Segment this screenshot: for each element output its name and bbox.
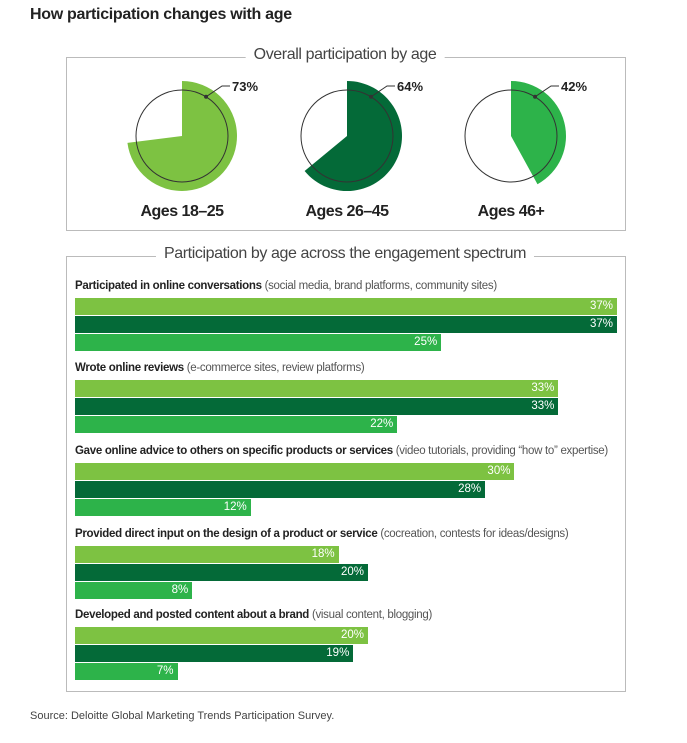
bar: 20%: [75, 564, 368, 581]
bar-panel-title: Participation by age across the engageme…: [155, 245, 535, 263]
pie-value-label: 73%: [232, 79, 258, 94]
pie-value-label: 64%: [397, 79, 423, 94]
bar-group-label: Participated in online conversations (so…: [75, 280, 497, 292]
bar-group-title: Participated in online conversations: [75, 280, 262, 292]
bar: 25%: [75, 334, 442, 351]
pie-slice: [127, 81, 237, 191]
bar-group-label: Gave online advice to others on specific…: [75, 445, 608, 457]
bar-group-title: Wrote online reviews: [75, 362, 184, 374]
bar: 37%: [75, 298, 617, 315]
leader-line: [370, 85, 395, 98]
bar-group-subtitle: (e-commerce sites, review platforms): [183, 362, 365, 374]
chart-title: How participation changes with age: [30, 6, 292, 23]
bar: 7%: [75, 663, 178, 680]
bar-group-title: Developed and posted content about a bra…: [75, 609, 310, 621]
pie-outline: [464, 89, 558, 183]
bar: 20%: [75, 627, 368, 644]
leader-line: [205, 85, 230, 98]
pie-panel-title: Overall participation by age: [245, 46, 445, 64]
bar: 22%: [75, 416, 398, 433]
bar-group-subtitle: (video tutorials, providing “how to” exp…: [392, 445, 608, 457]
bar: 37%: [75, 316, 617, 333]
bar-group-title: Provided direct input on the design of a…: [75, 528, 378, 540]
bar-group-title: Gave online advice to others on specific…: [75, 445, 393, 457]
pie-category-label: Ages 46+: [478, 203, 545, 220]
bar: 8%: [75, 582, 193, 599]
pie-outline: [135, 89, 229, 183]
bar-group-subtitle: (cocreation, contests for ideas/designs): [377, 528, 569, 540]
pie-category-label: Ages 18–25: [140, 203, 224, 220]
leader-line: [534, 85, 559, 98]
bar-group-subtitle: (social media, brand platforms, communit…: [261, 280, 498, 292]
pie-slice: [511, 81, 566, 185]
pie-outline: [300, 89, 394, 183]
bar: 30%: [75, 463, 515, 480]
source-note: Source: Deloitte Global Marketing Trends…: [30, 710, 335, 722]
bar: 28%: [75, 481, 486, 498]
bar-group-subtitle: (visual content, blogging): [309, 609, 432, 621]
bar: 12%: [75, 499, 251, 516]
pie-slice: [304, 81, 402, 191]
bar-group-label: Developed and posted content about a bra…: [75, 609, 432, 621]
bar-group-label: Provided direct input on the design of a…: [75, 528, 569, 540]
bar-group-label: Wrote online reviews (e-commerce sites, …: [75, 362, 365, 374]
bar: 33%: [75, 380, 559, 397]
pie-value-label: 42%: [561, 79, 587, 94]
pie-category-label: Ages 26–45: [305, 203, 389, 220]
bar: 19%: [75, 645, 354, 662]
bar: 33%: [75, 398, 559, 415]
bar: 18%: [75, 546, 339, 563]
